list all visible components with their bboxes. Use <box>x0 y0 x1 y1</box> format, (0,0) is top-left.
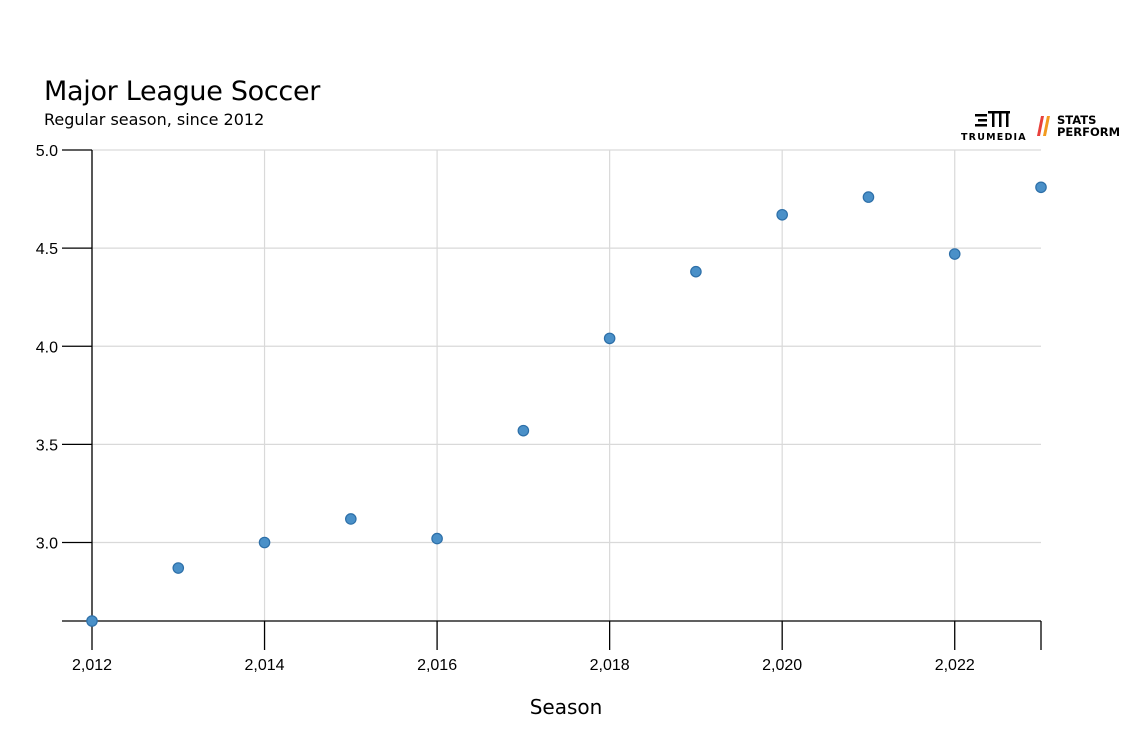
data-point[interactable] <box>431 532 443 545</box>
brand-logos: TRUMEDIA STATS PERFORM <box>955 108 1125 148</box>
y-tick-label: 5.0 <box>36 143 58 160</box>
x-axis-label: Season <box>530 695 603 719</box>
data-point[interactable] <box>258 536 271 549</box>
stats-perform-wordmark-line2: PERFORM <box>1057 125 1121 139</box>
data-point[interactable] <box>345 513 357 525</box>
data-point[interactable] <box>86 615 98 627</box>
stats-perform-logo: STATS PERFORM <box>1037 112 1125 142</box>
y-tick-label: 4.0 <box>36 339 58 356</box>
data-point[interactable] <box>517 424 530 437</box>
chart-subtitle: Regular season, since 2012 <box>44 110 265 129</box>
y-tick-label: 3.0 <box>36 536 58 553</box>
data-points <box>86 181 1047 627</box>
x-tick-label: 2,014 <box>245 657 285 674</box>
data-point[interactable] <box>690 265 702 278</box>
y-tick-label: 3.5 <box>36 437 58 454</box>
x-gridlines <box>91 150 956 621</box>
trumedia-mark-icon <box>975 111 1010 127</box>
x-tick-label: 2,012 <box>72 657 112 674</box>
axes <box>62 149 1042 650</box>
data-point[interactable] <box>776 208 788 221</box>
y-tick-label: 4.5 <box>36 241 58 258</box>
data-point[interactable] <box>1035 181 1047 194</box>
x-tick-label: 2,018 <box>590 657 630 674</box>
stats-perform-mark-icon <box>1037 116 1050 136</box>
x-tick-label: 2,020 <box>762 657 802 674</box>
y-gridlines <box>92 149 1041 544</box>
data-point[interactable] <box>603 332 616 345</box>
x-tick-labels: 2,012 2,014 2,016 2,018 2,020 2,022 <box>72 657 975 674</box>
trumedia-wordmark: TRUMEDIA <box>961 132 1027 143</box>
data-point[interactable] <box>172 562 185 574</box>
data-point[interactable] <box>862 191 875 203</box>
x-tick-label: 2,022 <box>935 657 975 674</box>
x-tick-label: 2,016 <box>417 657 457 674</box>
data-point[interactable] <box>948 248 961 260</box>
trumedia-logo: TRUMEDIA <box>961 110 1029 146</box>
y-tick-labels: 3.0 3.5 4.0 4.5 5.0 <box>36 143 58 553</box>
stats-perform-wordmark-line1: STATS <box>1057 113 1097 127</box>
chart-title: Major League Soccer <box>44 76 321 107</box>
